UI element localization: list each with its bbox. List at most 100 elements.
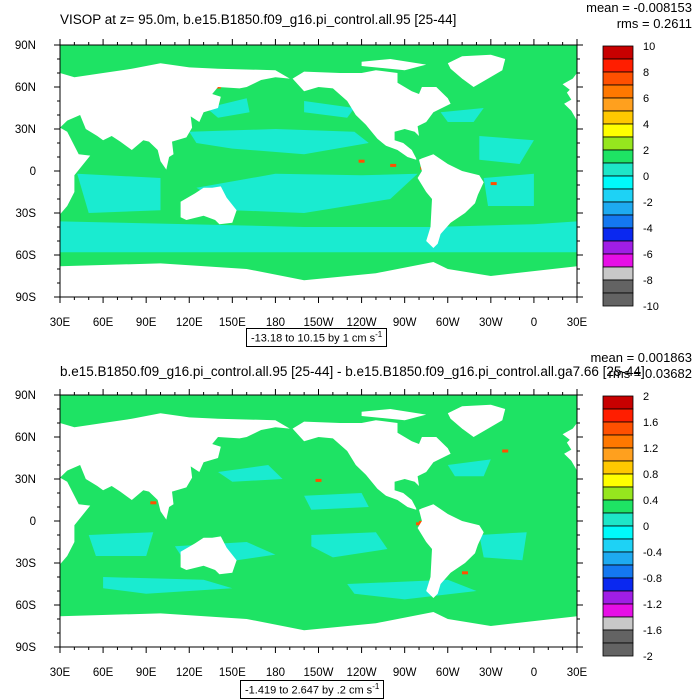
top-negative-patch	[304, 101, 355, 118]
bottom-x-tick-label: 120E	[176, 667, 203, 679]
bottom-colorbar-box	[602, 642, 634, 657]
bottom-north-america-land	[292, 420, 451, 510]
bottom-colorbar-label: -0.8	[643, 573, 662, 585]
top-y-tick-label: 0	[30, 166, 36, 178]
top-south-america-land	[417, 154, 484, 248]
top-eurasia-land	[60, 63, 290, 170]
bottom-colorbar-box	[602, 551, 634, 566]
bottom-colorbar-box	[602, 486, 634, 501]
bottom-colorbar-box	[602, 499, 634, 514]
bottom-colorbar-label: 0.8	[643, 469, 658, 481]
bottom-y-tick-label: 0	[30, 516, 36, 528]
top-x-tick-label: 0	[531, 317, 537, 329]
bottom-negative-patch	[447, 459, 491, 477]
top-plot-title: VISOP at z= 95.0m, b.e15.B1850.f09_g16.p…	[60, 12, 457, 27]
bottom-colorbar-box	[602, 564, 634, 579]
top-colorbar-box	[602, 110, 634, 125]
top-negative-patch	[189, 129, 369, 155]
bottom-negative-patch	[218, 465, 283, 482]
top-negative-patch	[483, 173, 534, 206]
bottom-negative-patch	[304, 493, 369, 510]
top-negative-patch	[77, 173, 161, 213]
top-negative-patch	[440, 108, 484, 122]
top-colorbar-label: 0	[643, 171, 649, 183]
bottom-south-america-land	[417, 504, 484, 598]
top-colorbar-box	[602, 97, 634, 112]
bottom-x-tick-label: 30E	[567, 667, 588, 679]
bottom-colorbar-label: -0.4	[643, 547, 662, 559]
bottom-colorbar-label: 1.6	[643, 417, 658, 429]
bottom-x-tick-label: 150W	[303, 667, 333, 679]
top-colorbar-box	[602, 279, 634, 294]
top-x-tick-label: 180	[266, 317, 285, 329]
top-colorbar-box	[602, 227, 634, 242]
bottom-map-panel: b.e15.B1850.f09_g16.pi_control.all.95 [2…	[0, 350, 700, 700]
top-colorbar-box	[602, 136, 634, 151]
bottom-colorbar-label: 0	[643, 521, 649, 533]
top-x-tick-label: 120W	[347, 317, 377, 329]
top-colorbar-box	[602, 149, 634, 164]
top-colorbar-label: -10	[643, 301, 659, 313]
bottom-x-tick-label: 120W	[347, 667, 377, 679]
top-colorbar-box	[602, 240, 634, 255]
bottom-colorbar-label: 1.2	[643, 443, 658, 455]
top-x-tick-label: 60W	[436, 317, 460, 329]
bottom-negative-patch	[311, 532, 388, 558]
top-colorbar-label: 6	[643, 93, 649, 105]
top-negative-patch	[60, 221, 577, 253]
top-north-america-land	[292, 70, 451, 160]
top-extreme-spot	[390, 163, 397, 167]
bottom-colorbar-label: 2	[643, 391, 649, 403]
top-colorbar-label: 4	[643, 119, 649, 131]
bottom-greenland-land	[447, 404, 506, 437]
top-x-tick-label: 60E	[93, 317, 114, 329]
top-mean-label: mean = -0.008153	[586, 0, 692, 15]
bottom-rms-label: rms = 0.03682	[608, 366, 692, 381]
top-greenland-land	[447, 54, 506, 87]
top-extreme-spot	[358, 159, 365, 163]
top-range-label: -13.18 to 10.15 by 1 cm s-1	[246, 328, 388, 347]
top-colorbar-label: 2	[643, 145, 649, 157]
top-extreme-spot	[490, 182, 497, 186]
top-negative-patch	[206, 98, 250, 118]
top-x-tick-label: 150W	[303, 317, 333, 329]
bottom-colorbar-box	[602, 577, 634, 592]
top-colorbar-box	[602, 45, 634, 60]
top-negative-patch	[196, 173, 418, 213]
bottom-colorbar-box	[602, 395, 634, 410]
bottom-colorbar-box	[602, 538, 634, 553]
top-africa-land	[0, 119, 91, 220]
top-colorbar-box	[602, 214, 634, 229]
top-x-tick-label: 30E	[567, 317, 588, 329]
top-colorbar-box	[602, 84, 634, 99]
bottom-range-label: -1.419 to 2.647 by .2 cm s-1	[240, 680, 385, 699]
top-y-tick-label: 60S	[16, 250, 37, 262]
bottom-colorbar-box	[602, 616, 634, 631]
top-x-tick-label: 90W	[393, 317, 417, 329]
top-y-tick-label: 60N	[15, 82, 36, 94]
bottom-colorbar-label: -1.6	[643, 625, 662, 637]
bottom-colorbar-box	[602, 447, 634, 462]
top-x-tick-label: 30E	[50, 317, 71, 329]
bottom-colorbar-box	[602, 525, 634, 540]
bottom-colorbar-box	[602, 421, 634, 436]
top-x-tick-label: 150E	[219, 317, 246, 329]
bottom-arctic-islands-land	[361, 409, 427, 421]
bottom-colorbar-box	[602, 434, 634, 449]
bottom-extreme-spot	[315, 478, 322, 482]
top-y-tick-label: 30S	[16, 208, 37, 220]
bottom-colorbar-label: 0.4	[643, 495, 658, 507]
top-x-tick-label: 90E	[136, 317, 157, 329]
bottom-negative-patch	[347, 579, 477, 600]
top-y-tick-label: 90S	[16, 292, 37, 304]
bottom-colorbar-box	[602, 629, 634, 644]
top-europe-land	[562, 73, 577, 121]
top-arctic-islands-land	[361, 59, 427, 71]
bottom-x-tick-label: 90W	[393, 667, 417, 679]
top-colorbar-label: -6	[643, 249, 653, 261]
top-colorbar-box	[602, 71, 634, 86]
bottom-y-tick-label: 60N	[15, 432, 36, 444]
bottom-negative-patch	[103, 577, 233, 594]
top-rms-label: rms = 0.2611	[616, 16, 692, 31]
top-australia-land	[180, 186, 237, 225]
